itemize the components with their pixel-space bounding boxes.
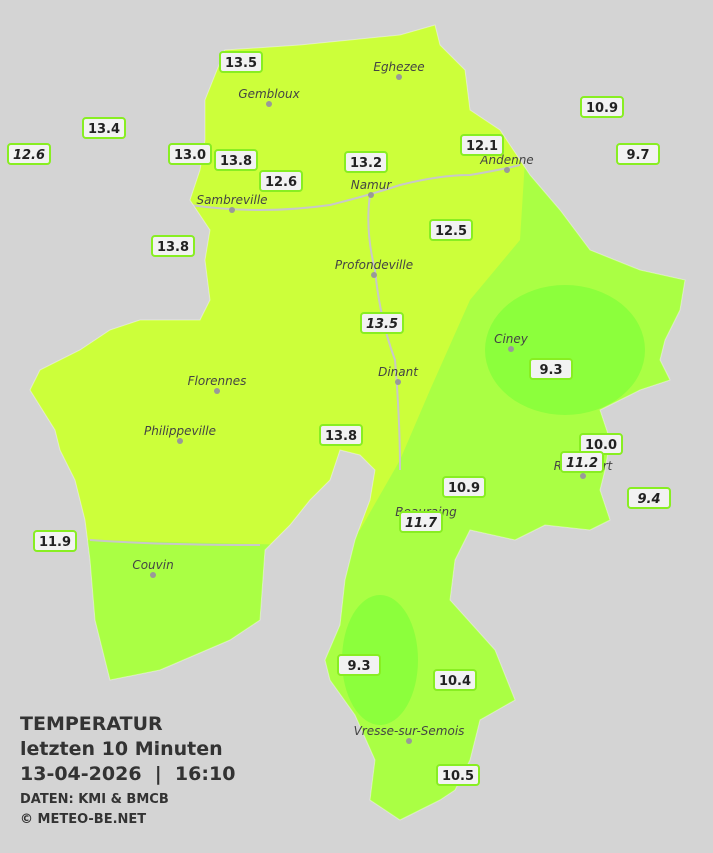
station-box: [560, 451, 604, 473]
station-value: 12.1: [466, 139, 498, 154]
city-dot: [395, 379, 401, 385]
station-box: [344, 151, 388, 173]
station-value: 13.4: [88, 122, 120, 137]
legend-copyright: © METEO-BE.NET: [20, 812, 146, 827]
station-box: [433, 669, 477, 691]
city-dot: [214, 388, 220, 394]
station-value: 12.6: [265, 175, 297, 190]
station-box: [82, 117, 126, 139]
station-box: [436, 764, 480, 786]
station-value: 11.2: [566, 456, 598, 471]
station-box: [168, 143, 212, 165]
zone-cool: [485, 285, 645, 415]
city-label: Sambreville: [196, 193, 267, 207]
station-value: 10.4: [439, 674, 471, 689]
station-box: [429, 219, 473, 241]
legend-datetime: 13-04-2026 | 16:10: [20, 763, 235, 785]
city-dot: [580, 473, 586, 479]
station-value: 13.5: [225, 56, 257, 71]
station-box: [219, 51, 263, 73]
city-label: Profondeville: [335, 258, 413, 272]
city-dot: [150, 572, 156, 578]
station-value: 9.3: [347, 659, 370, 674]
station-box: [7, 143, 51, 165]
station-box: [442, 476, 486, 498]
station-value: 13.8: [325, 429, 357, 444]
station-value: 13.0: [174, 148, 206, 163]
station-box: [151, 235, 195, 257]
city-dot: [406, 738, 412, 744]
city-dot: [396, 74, 402, 80]
station-value: 11.9: [39, 535, 71, 550]
city-label: Gembloux: [238, 87, 300, 101]
station-box: [319, 424, 363, 446]
station-box: [33, 530, 77, 552]
legend-source: DATEN: KMI & BMCB: [20, 792, 169, 807]
station-box: [627, 487, 671, 509]
city-dot: [266, 101, 272, 107]
city-dot: [177, 438, 183, 444]
station-value: 10.9: [586, 101, 618, 116]
station-value: 12.6: [13, 148, 45, 163]
city-label: Florennes: [188, 374, 247, 388]
city-label: Couvin: [132, 558, 173, 572]
city-label: Eghezee: [373, 60, 424, 74]
city-label: Namur: [351, 178, 393, 192]
station-box: [259, 170, 303, 192]
city-label: Vresse-sur-Semois: [354, 724, 465, 738]
city-label: Philippeville: [144, 424, 216, 438]
legend-title: TEMPERATUR: [20, 713, 163, 735]
cities: Eghezee Gembloux Andenne Namur Sambreville Pr…: [132, 60, 614, 744]
city-dot: [508, 346, 514, 352]
station-value: 12.5: [435, 224, 467, 239]
station-value: 9.4: [637, 492, 660, 507]
station-box: [460, 134, 504, 156]
station-box: [360, 312, 404, 334]
station-value: 9.3: [539, 363, 562, 378]
city-dot: [229, 207, 235, 213]
city-dot: [371, 272, 377, 278]
station-box: [337, 654, 381, 676]
station-box: [399, 511, 443, 533]
station-value: 10.9: [448, 481, 480, 496]
station-box: [214, 149, 258, 171]
station-box: [616, 143, 660, 165]
station-value: 13.8: [220, 154, 252, 169]
legend-subtitle: letzten 10 Minuten: [20, 738, 223, 760]
stations: 13.5 13.4 12.6 13.0 13.8 12.6 13.2 12.1 10.9 9.7 1…: [7, 51, 671, 786]
station-value: 11.7: [405, 516, 438, 531]
station-value: 13.8: [157, 240, 189, 255]
station-value: 13.2: [350, 156, 382, 171]
station-value: 10.5: [442, 769, 474, 784]
city-label: Dinant: [378, 365, 419, 379]
city-label: Andenne: [479, 153, 533, 167]
station-value: 9.7: [626, 148, 649, 163]
city-dot: [368, 192, 374, 198]
station-box: [529, 358, 573, 380]
station-box: [580, 96, 624, 118]
station-value: 13.5: [366, 317, 398, 332]
city-dot: [504, 167, 510, 173]
city-label: Ciney: [494, 332, 529, 346]
station-value: 10.0: [585, 438, 617, 453]
